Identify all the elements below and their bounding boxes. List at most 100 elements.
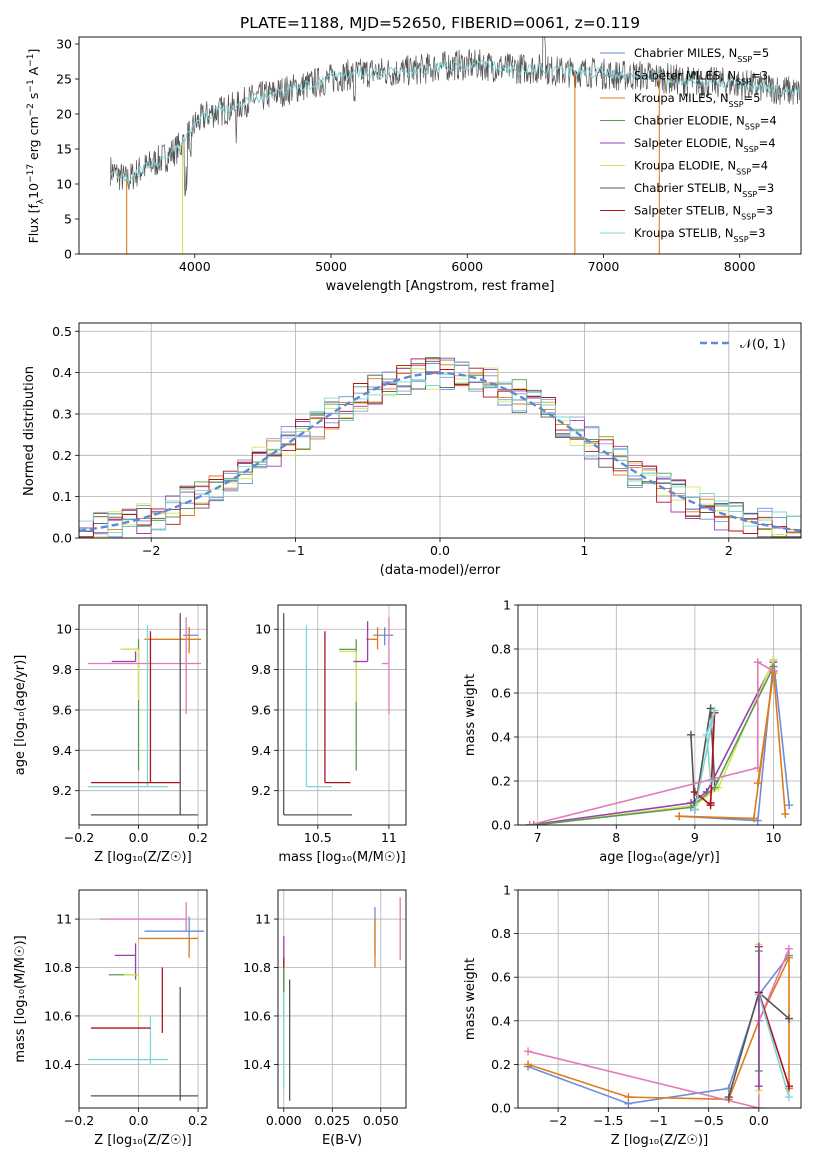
x-tick-label: 9 <box>691 830 699 845</box>
y-tick-label: 10.8 <box>44 960 72 975</box>
plot-area-residuals <box>79 357 801 538</box>
y-tick-label: 10.4 <box>243 1057 271 1072</box>
legend-label: Kroupa ELODIE, NSSP=4 <box>634 159 768 177</box>
plus-marker <box>784 1093 793 1102</box>
y-tick-label: 0.0 <box>491 818 511 833</box>
axes-frame <box>517 889 802 1109</box>
x-tick-label: −2 <box>549 1113 567 1128</box>
legend-label: Chabrier MILES, NSSP=5 <box>634 46 769 64</box>
legend-label-part: =3 <box>756 204 773 218</box>
y-tick-label: 5 <box>64 212 72 227</box>
plus-marker <box>749 814 758 823</box>
weight-line <box>537 659 775 825</box>
y-axis-label: mass [log₁₀(M/M☉)] <box>13 935 28 1062</box>
y-tick-label: 10.4 <box>44 1057 72 1072</box>
y-tick-label: 0.1 <box>52 489 72 504</box>
weight-line <box>757 673 775 784</box>
y-axis-label: age [log₁₀(age/yr)] <box>13 655 28 776</box>
plot-area-mass_vs_Z <box>87 902 205 1101</box>
legend-label-part: Chabrier STELIB, N <box>634 181 742 195</box>
legend-label-part: =4 <box>751 159 768 173</box>
legend-label-part: SSP <box>734 235 749 244</box>
y-tick-label: 9.8 <box>52 662 72 677</box>
x-axis-label: Z [log₁₀(Z/Z☉)] <box>611 1133 708 1148</box>
axes-frame <box>78 889 208 1109</box>
x-tick-label: −0.2 <box>64 830 94 845</box>
x-tick-label: 10 <box>766 830 782 845</box>
weight-line <box>758 992 790 1087</box>
y-tick-label: 30 <box>56 37 72 52</box>
x-axis-label: Z [log₁₀(Z/Z☉)] <box>94 850 191 865</box>
plus-marker <box>754 1082 763 1091</box>
axes-frame <box>78 604 208 826</box>
y-axis-label: mass weight <box>463 674 478 756</box>
x-tick-label: −1 <box>286 543 304 558</box>
panel-weight_vs_Z: −2 −1.5 −1 −0.5 0.0 0.0 0.2 0.4 0.6 0.8 1 Z [log₁₀(… <box>463 883 802 1148</box>
x-tick-label: 0.2 <box>188 1113 208 1128</box>
y-tick-label: 0.8 <box>491 926 511 941</box>
y-tick-label: 9.2 <box>251 783 271 798</box>
y-tick-label: 0.2 <box>491 1057 511 1072</box>
x-axis-label: Z [log₁₀(Z/Z☉)] <box>94 1133 191 1148</box>
y-tick-label: 0.0 <box>491 1101 511 1116</box>
plus-marker <box>690 805 699 814</box>
weight-line <box>679 659 790 822</box>
y-axis-label-part: ] <box>26 49 41 54</box>
y-tick-label: 0.8 <box>491 642 511 657</box>
plus-marker <box>529 821 538 825</box>
plot-area-spectrum <box>109 37 800 254</box>
y-tick-label: 0.2 <box>491 774 511 789</box>
y-tick-label: 10 <box>255 622 271 637</box>
x-tick-label: −1.5 <box>593 1113 623 1128</box>
y-axis-label: mass weight <box>463 958 478 1040</box>
panel-age_vs_mass: 10.5 11 9.2 9.4 9.6 9.8 10 mass [log₁₀(M/M☉)] <box>251 604 407 865</box>
legend-label: Chabrier ELODIE, NSSP=4 <box>634 114 777 132</box>
weight-line <box>529 661 775 825</box>
y-tick-label: 0.6 <box>491 686 511 701</box>
y-tick-label: 10.6 <box>243 1008 271 1023</box>
x-axis-label: mass [log₁₀(M/M☉)] <box>278 850 405 865</box>
plot-area-age_vs_mass <box>283 613 394 816</box>
legend-label-part: SSP <box>736 167 751 176</box>
y-tick-label: 11 <box>255 912 271 927</box>
plus-marker <box>784 944 793 953</box>
model-spectrum-line <box>109 58 799 184</box>
legend-label-part: SSP <box>744 145 759 154</box>
plot-area-mass_vs_ebv <box>283 897 401 1101</box>
y-tick-label: 10.6 <box>44 1008 72 1023</box>
legend-label: Salpeter ELODIE, NSSP=4 <box>634 136 776 154</box>
plus-marker <box>753 658 762 667</box>
x-tick-label: −1 <box>649 1113 667 1128</box>
legend-label-part: Chabrier ELODIE, N <box>634 114 745 128</box>
x-tick-label: 0.2 <box>188 830 208 845</box>
plus-marker <box>784 953 793 962</box>
plus-marker <box>624 1093 633 1102</box>
y-tick-label: 9.2 <box>52 783 72 798</box>
legend-label: Salpeter MILES, NSSP=3 <box>634 69 768 87</box>
panel-spectrum: 4000 5000 6000 7000 8000 0 5 10 15 20 25 30 waveleng… <box>26 37 802 294</box>
y-tick-label: 25 <box>56 72 72 87</box>
y-tick-label: 9.4 <box>251 743 271 758</box>
x-tick-label: 11 <box>381 830 397 845</box>
legend-label-part: Salpeter ELODIE, N <box>634 136 744 150</box>
y-tick-label: 11 <box>56 912 72 927</box>
x-tick-label: 0.000 <box>266 1113 302 1128</box>
spectrum-legend: Chabrier MILES, NSSP=5 Salpeter MILES, NS… <box>600 46 777 244</box>
legend-label-part: SSP <box>741 212 756 221</box>
histogram-step <box>79 361 801 538</box>
x-tick-label: 1 <box>580 543 588 558</box>
legend-label-part: =5 <box>752 46 769 60</box>
plot-area-age_vs_Z <box>87 613 202 816</box>
legend-label-part: =4 <box>759 136 776 150</box>
x-tick-label: 8000 <box>724 259 756 274</box>
axes-frame <box>277 604 407 826</box>
plus-marker <box>781 810 790 818</box>
weight-line <box>527 957 790 1101</box>
y-axis-label-part: −2 <box>26 103 36 116</box>
panel-weight_vs_age: 7 8 9 10 0.0 0.2 0.4 0.6 0.8 1 age [log₁₀(age/yr)]… <box>463 598 802 865</box>
plus-marker <box>524 1060 533 1069</box>
y-tick-label: 0 <box>64 247 72 262</box>
x-tick-label: 4000 <box>179 259 211 274</box>
legend-label: 𝒩(0, 1) <box>740 336 786 351</box>
legend-label-part: Salpeter STELIB, N <box>634 204 741 218</box>
